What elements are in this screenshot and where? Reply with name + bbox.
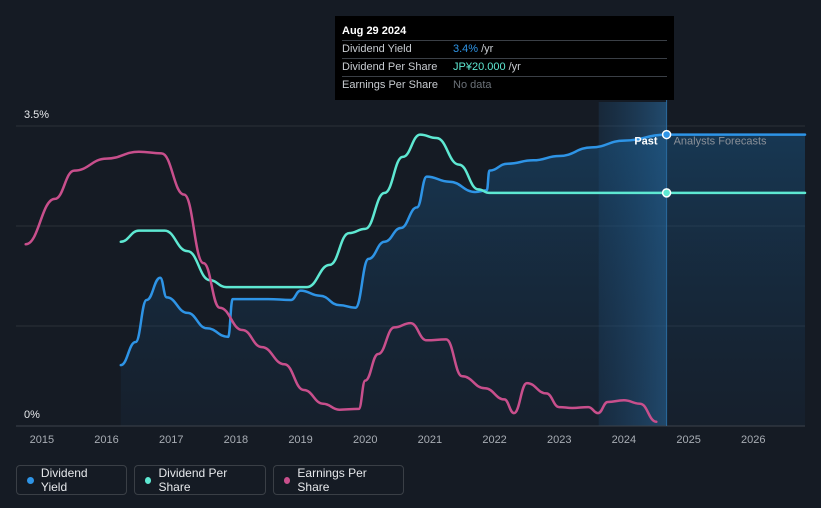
x-tick-label: 2018: [224, 434, 248, 446]
dividend-per-share-marker: [661, 188, 672, 198]
tooltip-row-dividend-per-share: Dividend Per Share JP¥20.000 /yr: [342, 58, 667, 76]
x-tick-label: 2019: [288, 434, 312, 446]
tooltip-unit: /yr: [481, 43, 494, 55]
x-tick-label: 2024: [612, 434, 636, 446]
tooltip-value: JP¥20.000: [453, 61, 506, 73]
dividend-yield-area: [120, 134, 805, 426]
tooltip-unit: /yr: [508, 61, 521, 73]
past-label: Past: [634, 136, 658, 148]
legend-dot: [284, 476, 291, 484]
earnings-per-share-line: [24, 150, 658, 423]
dividend-yield-line: [119, 133, 807, 367]
x-tick-label: 2025: [676, 434, 700, 446]
x-tick-label: 2015: [30, 434, 54, 446]
dividend-yield-marker: [661, 129, 672, 140]
legend-label: Dividend Per Share: [158, 466, 228, 494]
legend-dot: [27, 476, 34, 484]
legend-earnings-per-share[interactable]: Earnings Per Share: [273, 465, 404, 495]
legend-dividend-per-share[interactable]: Dividend Per Share: [134, 465, 266, 495]
tooltip-date: Aug 29 2024: [342, 25, 407, 37]
legend-dividend-yield[interactable]: Dividend Yield: [16, 465, 127, 495]
tooltip-value: No data: [453, 79, 492, 91]
tooltip-label: Earnings Per Share: [342, 79, 438, 91]
dividend-per-share-line: [119, 133, 807, 289]
tooltip-label: Dividend Yield: [342, 43, 412, 55]
legend-label: Dividend Yield: [40, 466, 88, 494]
x-tick-label: 2016: [94, 434, 118, 446]
x-tick-label: 2023: [547, 434, 571, 446]
tooltip-row-dividend-yield: Dividend Yield 3.4% /yr: [342, 40, 667, 58]
legend-label: Earnings Per Share: [297, 466, 367, 494]
legend-dot: [145, 476, 152, 484]
tooltip: Aug 29 2024 Dividend Yield 3.4% /yr Divi…: [335, 16, 674, 100]
x-tick-label: 2026: [741, 434, 765, 446]
analysts-forecasts-label: Analysts Forecasts: [674, 136, 767, 148]
tooltip-label: Dividend Per Share: [342, 61, 438, 73]
tooltip-value: 3.4%: [453, 43, 479, 55]
x-tick-label: 2021: [418, 434, 442, 446]
x-tick-label: 2022: [482, 434, 506, 446]
y-tick-label: 3.5%: [24, 109, 49, 121]
tooltip-row-earnings-per-share: Earnings Per Share No data: [342, 76, 667, 94]
y-tick-label: 0%: [24, 409, 40, 421]
x-tick-label: 2020: [353, 434, 377, 446]
x-tick-label: 2017: [159, 434, 183, 446]
